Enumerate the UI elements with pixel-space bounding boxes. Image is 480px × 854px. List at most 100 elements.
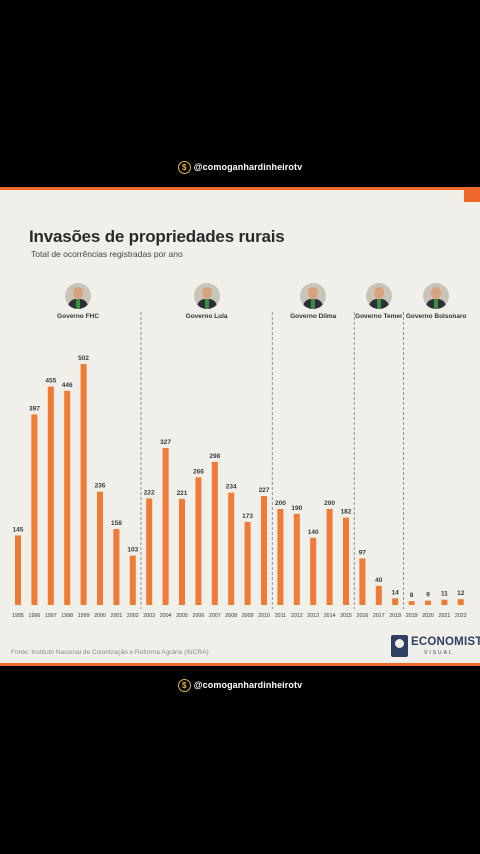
tick-label-2004: 2004 (160, 613, 172, 619)
portrait-icon (423, 283, 450, 309)
data-label-2022: 12 (457, 590, 465, 597)
tick-label-2017: 2017 (373, 613, 385, 619)
government-label: Governo FHC (57, 313, 99, 320)
bar-1995 (15, 535, 21, 605)
portrait-icon (365, 283, 392, 309)
tick-label-2021: 2021 (439, 613, 451, 619)
data-label-1997: 455 (45, 378, 56, 385)
bar-2006 (195, 477, 202, 605)
portrait-icon (300, 283, 327, 309)
government-1: Governo Lula (167, 283, 247, 321)
data-label-2018: 14 (392, 589, 400, 596)
source-note: Fonte: Instituto Nacional de Colonização… (11, 649, 209, 656)
tick-label-2006: 2006 (193, 613, 205, 619)
data-label-2009: 173 (242, 513, 253, 520)
corner-accent (464, 187, 480, 202)
bar-2020 (425, 600, 431, 605)
coin-icon: $ (177, 160, 191, 174)
bar-2022 (457, 599, 464, 605)
bar-2000 (97, 491, 103, 605)
bottom-handle: $ @comoganhardinheirotv (0, 676, 480, 694)
tick-label-1996: 1996 (29, 613, 41, 619)
bar-2019 (408, 601, 415, 605)
government-0: Governo FHC (38, 283, 118, 321)
data-label-2011: 200 (275, 500, 286, 507)
tick-label-2016: 2016 (357, 613, 369, 619)
tick-label-2018: 2018 (389, 613, 401, 619)
handle-text: @comoganhardinheirotv (193, 680, 303, 690)
logo-mark-icon (391, 635, 408, 657)
coin-icon: $ (177, 678, 191, 692)
handle-text: @comoganhardinheirotv (193, 162, 303, 172)
data-label-2020: 9 (426, 592, 430, 599)
bottom-accent-bar (0, 663, 480, 666)
bar-2008 (228, 492, 235, 605)
tick-label-2015: 2015 (340, 613, 352, 619)
data-label-1999: 502 (78, 355, 89, 362)
government-label: Governo Bolsonaro (405, 313, 467, 320)
tick-label-2020: 2020 (422, 613, 434, 619)
tick-label-2019: 2019 (406, 613, 418, 619)
tick-label-2000: 2000 (94, 613, 106, 619)
tick-label-2011: 2011 (275, 613, 286, 619)
tick-label-2009: 2009 (242, 613, 254, 619)
bar-2021 (441, 599, 448, 605)
data-label-1996: 397 (29, 405, 40, 412)
logo-sub: VISUAL (424, 650, 454, 656)
bar-2012 (293, 513, 300, 605)
data-label-2021: 11 (441, 591, 448, 598)
bar-2017 (375, 585, 382, 605)
data-label-1998: 446 (62, 382, 73, 389)
bar-2010 (261, 496, 267, 605)
tick-label-1995: 1995 (12, 613, 24, 619)
tick-label-1997: 1997 (45, 613, 57, 619)
bar-1999 (80, 364, 87, 605)
chart-title: Invasões de propriedades rurais (29, 227, 285, 246)
bar-1996 (31, 414, 38, 605)
government-2: Governo Dilma (273, 283, 353, 321)
government-label: Governo Lula (185, 313, 228, 320)
data-label-2007: 298 (209, 453, 220, 460)
government-4: Governo Bolsonaro (396, 283, 476, 321)
data-label-2015: 182 (341, 509, 352, 516)
top-accent-bar (0, 187, 480, 190)
economista-visual-logo: ECONOMISTA VISUAL (391, 635, 480, 659)
data-label-2014: 200 (324, 500, 335, 507)
bar-1997 (47, 386, 54, 605)
bar-2009 (244, 521, 251, 605)
tick-label-2013: 2013 (307, 613, 319, 619)
data-label-2001: 158 (111, 520, 122, 527)
bar-2015 (343, 517, 349, 605)
portrait-icon (193, 283, 220, 309)
logo-word: ECONOMISTA (411, 636, 480, 648)
tick-label-2007: 2007 (209, 613, 221, 619)
bar-2016 (359, 558, 366, 605)
tick-label-2014: 2014 (324, 613, 336, 619)
data-label-2019: 8 (410, 592, 414, 599)
bar-2018 (392, 598, 399, 605)
bar-2003 (146, 498, 153, 605)
top-handle: $ @comoganhardinheirotv (0, 158, 480, 176)
data-label-2002: 103 (127, 547, 138, 554)
data-label-2008: 234 (226, 484, 237, 491)
bar-2011 (277, 509, 284, 605)
tick-label-2010: 2010 (258, 613, 270, 619)
data-label-2013: 140 (308, 529, 319, 536)
bar-2005 (179, 498, 185, 605)
government-label: Governo Dilma (290, 313, 337, 320)
bar-2014 (326, 509, 333, 605)
data-label-2005: 221 (177, 490, 188, 497)
data-label-2012: 190 (291, 505, 302, 512)
chart-subtitle: Total de ocorrências registradas por ano (31, 249, 183, 259)
bar-chart: 145 1995 397 1996 455 1997 446 1998 502 1999 236 20… (12, 312, 467, 619)
data-label-1995: 145 (13, 526, 24, 533)
tick-label-2002: 2002 (127, 613, 139, 619)
bar-2013 (310, 537, 317, 605)
portrait-icon (65, 283, 91, 309)
data-label-2000: 236 (95, 483, 106, 490)
tick-label-2005: 2005 (176, 613, 188, 619)
data-label-2004: 327 (160, 439, 171, 446)
data-label-2010: 227 (259, 487, 270, 494)
government-label: Governo Temer (355, 313, 403, 320)
bar-1998 (64, 390, 71, 605)
